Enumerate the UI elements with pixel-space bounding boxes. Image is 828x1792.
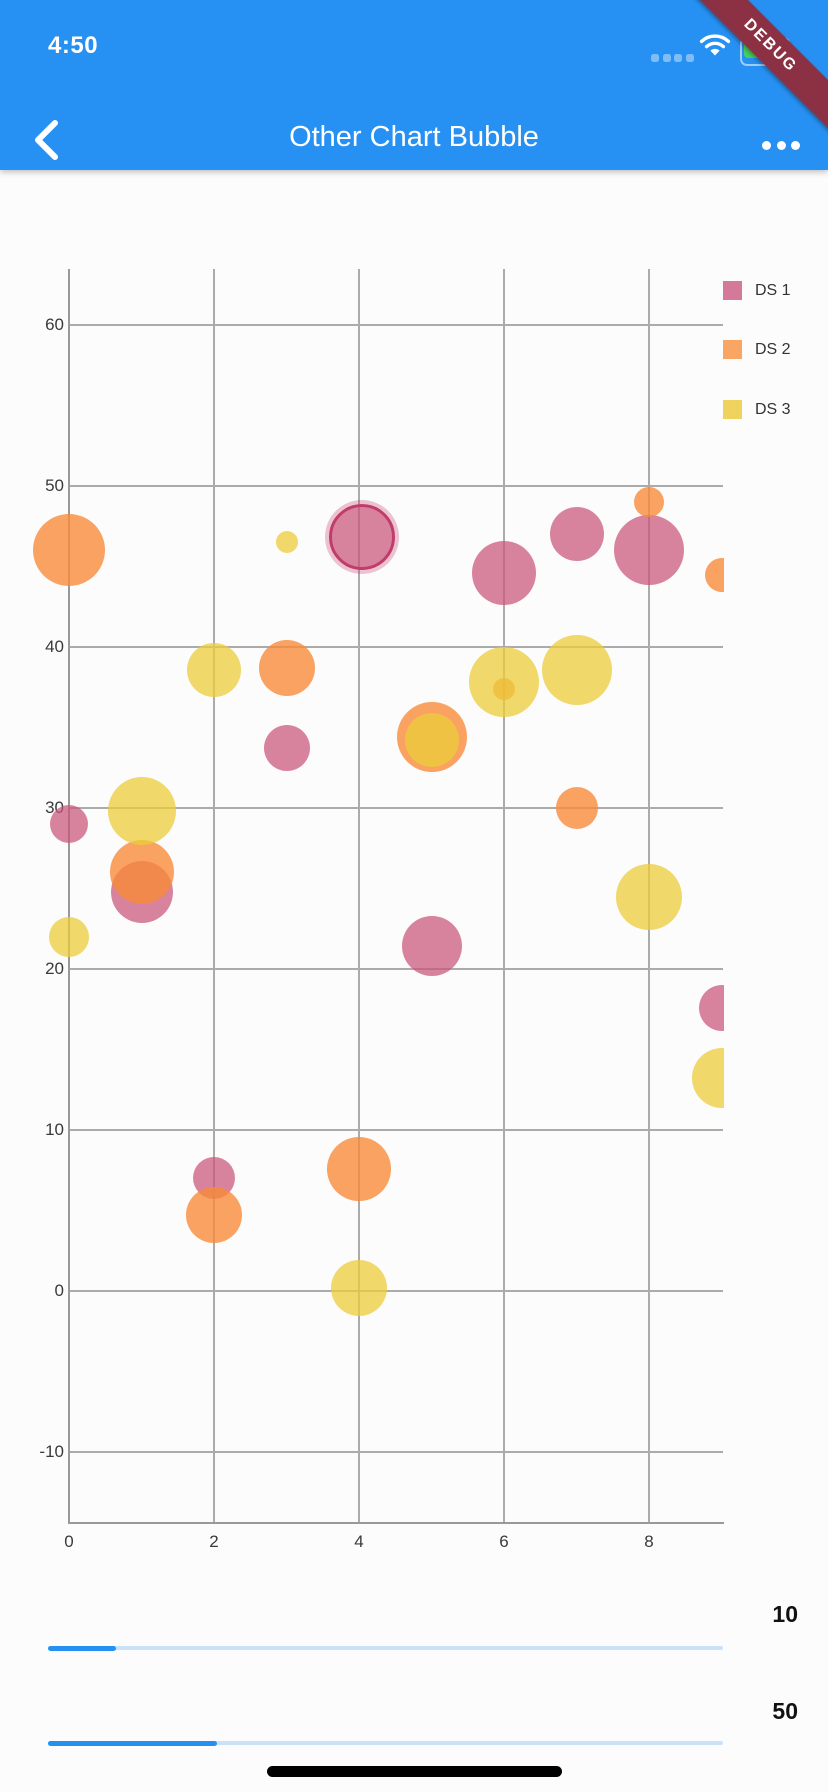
slider-value-label: 10 [772, 1601, 798, 1627]
y-axis-tick-label: 50 [45, 476, 64, 495]
slider-track-inactive[interactable] [48, 1646, 723, 1650]
slider-track-inactive[interactable] [48, 1741, 723, 1745]
slider-2[interactable] [0, 1721, 828, 1765]
horizontal-gridline [69, 646, 723, 648]
bubble-ds2[interactable] [555, 787, 598, 829]
overflow-menu-button[interactable] [758, 137, 804, 154]
bubble-ds1[interactable] [329, 504, 395, 571]
x-axis-tick-label: 2 [209, 1532, 219, 1551]
slider-track-active[interactable] [48, 1645, 116, 1651]
bubble-ds2[interactable] [33, 514, 105, 587]
page-title: Other Chart Bubble [289, 121, 539, 153]
vertical-gridline [358, 269, 360, 1523]
legend-swatch [723, 340, 742, 359]
x-axis-tick-label: 4 [354, 1532, 364, 1551]
ellipsis-dot [791, 141, 800, 150]
x-axis-tick-label: 8 [644, 1532, 654, 1551]
y-axis-tick-label: 20 [45, 959, 64, 978]
bubble-ds3[interactable] [331, 1259, 387, 1316]
legend-item-ds2[interactable]: DS 2 [723, 340, 791, 359]
bubble-ds3[interactable] [107, 777, 176, 846]
slider-1[interactable] [0, 1626, 828, 1670]
bubble-ds1[interactable] [614, 515, 684, 586]
horizontal-gridline [69, 1290, 723, 1292]
slider-track-active[interactable] [48, 1740, 217, 1746]
signal-dot [651, 54, 659, 62]
bubble-ds2[interactable] [186, 1187, 242, 1244]
bubble-chart-plot-area [0, 269, 724, 1523]
vertical-gridline [503, 269, 505, 1523]
chevron-left-icon [35, 120, 58, 160]
legend-item-ds1[interactable]: DS 1 [723, 281, 791, 300]
bubble-ds1[interactable] [698, 984, 724, 1031]
wifi-icon [699, 34, 731, 63]
y-axis-line [68, 269, 70, 1523]
legend-label: DS 2 [755, 340, 791, 358]
bubble-ds1[interactable] [50, 805, 88, 844]
bubble-ds1[interactable] [401, 916, 462, 977]
home-indicator[interactable] [267, 1766, 562, 1777]
horizontal-gridline [69, 807, 723, 809]
bubble-ds2[interactable] [704, 557, 724, 592]
bubble-ds1[interactable] [263, 725, 310, 772]
legend-swatch [723, 281, 742, 300]
signal-dot [662, 54, 671, 62]
cellular-signal-icon [651, 54, 694, 62]
back-button[interactable] [26, 116, 70, 164]
bubble-ds2[interactable] [109, 840, 174, 905]
bubble-ds3[interactable] [469, 647, 539, 718]
x-axis-line [68, 1522, 724, 1524]
bubble-ds3[interactable] [616, 863, 682, 930]
horizontal-gridline [69, 1129, 723, 1131]
bubble-ds3[interactable] [275, 531, 298, 554]
legend-item-ds3[interactable]: DS 3 [723, 400, 791, 419]
bubble-ds3[interactable] [404, 713, 459, 768]
bubble-ds2[interactable] [634, 487, 664, 518]
y-axis-tick-label: 40 [45, 637, 64, 656]
vertical-gridline [213, 269, 215, 1523]
y-axis-tick-label: 10 [45, 1120, 64, 1139]
bubble-ds1[interactable] [549, 507, 604, 562]
app-bar: 4:50 DEBUG [0, 0, 828, 170]
legend-label: DS 3 [755, 400, 791, 418]
signal-dot [674, 54, 682, 62]
bubble-ds2[interactable] [258, 639, 315, 696]
bubble-ds3[interactable] [541, 634, 612, 705]
horizontal-gridline [69, 1451, 723, 1453]
bubble-ds3[interactable] [691, 1048, 724, 1109]
bubble-ds3[interactable] [49, 916, 89, 957]
horizontal-gridline [69, 968, 723, 970]
bubble-ds2[interactable] [327, 1136, 391, 1201]
y-axis-tick-label: -10 [39, 1442, 64, 1461]
y-axis-tick-label: 0 [54, 1281, 64, 1300]
legend-swatch [723, 400, 742, 419]
legend-label: DS 1 [755, 281, 791, 299]
horizontal-gridline [69, 485, 723, 487]
signal-dot [685, 54, 694, 62]
bubble-ds3[interactable] [187, 642, 241, 697]
bubble-ds1[interactable] [472, 540, 536, 605]
horizontal-gridline [69, 324, 723, 326]
x-axis-tick-label: 6 [499, 1532, 509, 1551]
ellipsis-dot [762, 141, 771, 150]
x-axis-tick-label: 0 [64, 1532, 74, 1551]
status-time: 4:50 [48, 32, 99, 59]
ellipsis-dot [776, 141, 786, 150]
y-axis-tick-label: 60 [45, 315, 64, 334]
slider-value-label: 50 [772, 1698, 798, 1724]
